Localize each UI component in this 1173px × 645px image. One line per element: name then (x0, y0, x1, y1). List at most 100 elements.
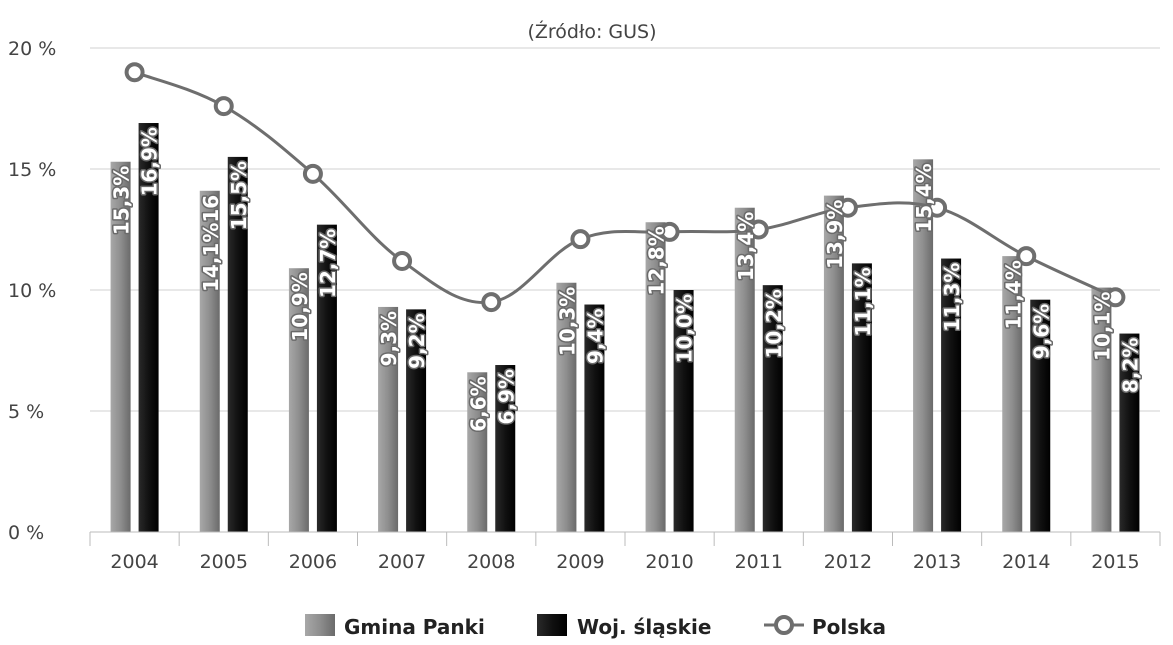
x-tick-label: 2004 (110, 551, 158, 573)
data-label-gmina-panki: 15,4%15,4% (911, 162, 938, 234)
polska-point (659, 221, 680, 242)
svg-text:11,3%: 11,3% (940, 263, 964, 332)
x-axis: 2004 2005 2006 2007 2008 2009 2010 2011 2012 2013… (89, 531, 1161, 573)
x-tick-label: 2007 (378, 551, 426, 573)
svg-text:10,9%: 10,9% (288, 272, 312, 341)
svg-text:10,9%: 10,9% (288, 272, 312, 341)
bar-gmina-panki (110, 161, 131, 533)
legend: Gmina Panki Woj. śląskie Polska (305, 614, 886, 639)
svg-text:9,3%: 9,3% (377, 311, 401, 366)
polska-line (124, 62, 1126, 313)
polska-point (481, 292, 502, 313)
svg-text:16,9%: 16,9% (138, 127, 162, 196)
polska-point (213, 96, 234, 117)
x-tick-label: 2011 (735, 551, 783, 573)
svg-text:15,3%: 15,3% (110, 166, 134, 235)
bar-woj-slaskie (316, 224, 337, 532)
bar-gmina-panki (734, 207, 755, 532)
bar-woj-slaskie (673, 290, 694, 532)
svg-text:15,5%: 15,5% (227, 161, 251, 230)
polska-point (392, 250, 413, 271)
bar-woj-slaskie (1030, 299, 1051, 532)
bar-gmina-panki (199, 190, 220, 532)
svg-text:14,1%16: 14,1%16 (199, 195, 223, 292)
polska-point (302, 163, 323, 184)
bar-gmina-panki (556, 282, 577, 532)
data-label-woj-slaskie: 9,4%9,4% (582, 307, 609, 365)
svg-text:10,2%: 10,2% (762, 289, 786, 358)
x-tick-label: 2005 (200, 551, 248, 573)
polska-point (748, 219, 769, 240)
svg-text:6,6%: 6,6% (466, 376, 490, 431)
svg-text:11,4%: 11,4% (1001, 260, 1025, 329)
data-label-gmina-panki: 10,9%10,9% (286, 271, 313, 343)
data-label-gmina-panki: 9,3%9,3% (376, 309, 403, 367)
svg-text:6,9%: 6,9% (494, 369, 518, 424)
svg-text:9,4%: 9,4% (583, 309, 607, 364)
svg-text:10,0%: 10,0% (673, 294, 697, 363)
polska-point (570, 229, 591, 250)
svg-text:15,4%: 15,4% (912, 163, 936, 232)
y-tick-label: 20 % (8, 38, 56, 60)
bar-gmina-panki (1002, 256, 1023, 532)
legend-marker (774, 615, 794, 635)
bar-gmina-panki (288, 268, 309, 532)
svg-text:16,9%: 16,9% (138, 127, 162, 196)
svg-text:8,2%: 8,2% (1118, 338, 1142, 393)
chart-subtitle: (Źródło: GUS) (527, 20, 656, 43)
polska-point (124, 62, 145, 83)
svg-text:8,2%: 8,2% (1118, 338, 1142, 393)
svg-text:10,0%: 10,0% (673, 294, 697, 363)
svg-text:13,9%: 13,9% (823, 200, 847, 269)
svg-text:13,4%: 13,4% (734, 212, 758, 281)
svg-text:10,1%: 10,1% (1090, 292, 1114, 361)
svg-text:11,1%: 11,1% (851, 267, 875, 336)
bar-woj-slaskie (227, 156, 248, 532)
y-axis: 0 % 5 % 10 % 15 % 20 % (8, 38, 56, 544)
x-tick-label: 2008 (467, 551, 515, 573)
x-tick-label: 2012 (824, 551, 872, 573)
bar-woj-slaskie (406, 309, 427, 532)
data-label-woj-slaskie: 10,0%10,0% (671, 293, 698, 365)
svg-text:15,4%: 15,4% (912, 163, 936, 232)
svg-text:11,3%: 11,3% (940, 263, 964, 332)
bar-gmina-panki (1091, 287, 1112, 532)
svg-text:10,3%: 10,3% (555, 287, 579, 356)
bar-woj-slaskie (851, 263, 872, 532)
svg-text:13,9%: 13,9% (823, 200, 847, 269)
svg-text:14,1%16: 14,1%16 (199, 195, 223, 292)
data-label-woj-slaskie: 15,5%15,5% (225, 159, 252, 231)
svg-text:12,7%: 12,7% (316, 229, 340, 298)
y-tick-label: 5 % (8, 401, 44, 423)
legend-label: Gmina Panki (344, 615, 485, 639)
bar-gmina-panki (645, 222, 666, 533)
svg-text:6,9%: 6,9% (494, 369, 518, 424)
bar-woj-slaskie (941, 258, 962, 532)
x-tick-label: 2015 (1091, 551, 1139, 573)
polska-point (1105, 287, 1126, 308)
bar-gmina-panki (378, 306, 399, 532)
legend-item-gmina-panki[interactable]: Gmina Panki (305, 614, 485, 639)
svg-text:9,3%: 9,3% (377, 311, 401, 366)
bar-woj-slaskie (138, 123, 159, 533)
data-label-woj-slaskie: 6,9%6,9% (493, 368, 520, 426)
y-tick-label: 10 % (8, 280, 56, 302)
bar-woj-slaskie (584, 304, 605, 532)
bar-gmina-panki (823, 195, 844, 532)
svg-text:12,7%: 12,7% (316, 229, 340, 298)
y-tick-label: 15 % (8, 159, 56, 181)
svg-text:12,8%: 12,8% (645, 226, 669, 295)
data-label-woj-slaskie: 10,2%10,2% (760, 288, 787, 360)
svg-text:10,2%: 10,2% (762, 289, 786, 358)
legend-item-polska[interactable]: Polska (764, 615, 886, 639)
x-tick-label: 2014 (1002, 551, 1050, 573)
x-tick-label: 2010 (645, 551, 693, 573)
grid (90, 47, 1160, 533)
svg-text:9,6%: 9,6% (1029, 304, 1053, 359)
legend-item-woj-slaskie[interactable]: Woj. śląskie (537, 614, 711, 639)
legend-label: Woj. śląskie (577, 615, 711, 639)
data-label-gmina-panki: 11,4%11,4% (1000, 259, 1027, 331)
data-label-woj-slaskie: 11,3%11,3% (939, 261, 966, 333)
svg-text:10,1%: 10,1% (1090, 292, 1114, 361)
